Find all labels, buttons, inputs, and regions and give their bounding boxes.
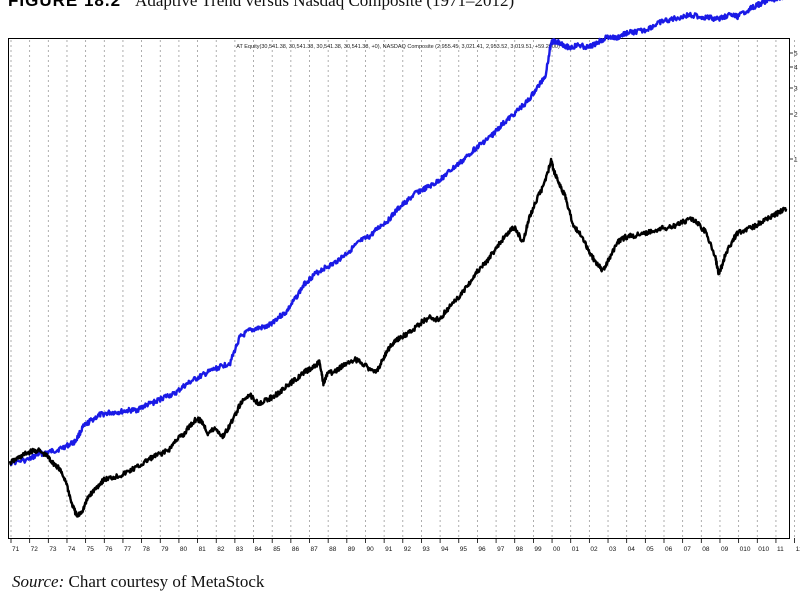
x-axis: 71 72 73 74 75 76 77 78 79 80 81 82 83 84 85 86 87 88 89 90… <box>10 538 800 553</box>
x-tick-label: 79 <box>161 546 169 553</box>
figure-caption: Adaptive Trend versus Nasdaq Composite (… <box>135 0 515 10</box>
x-tick-label: 91 <box>385 546 393 553</box>
x-tick-label: 88 <box>329 546 337 553</box>
chart-legend: AT Equity(30,541.38, 30,541.38, 30,541.3… <box>236 44 560 50</box>
line-chart: 71 72 73 74 75 76 77 78 79 80 81 82 83 84 85 86 87 88 89 90… <box>8 0 800 553</box>
x-tick-label: 73 <box>49 546 57 553</box>
x-tick-label: 09 <box>721 546 729 553</box>
x-tick-label: 94 <box>441 546 449 553</box>
x-tick-label: 76 <box>105 546 113 553</box>
x-tick-label: 010 <box>758 546 769 553</box>
x-tick-label: 74 <box>68 546 76 553</box>
chart-frame <box>8 38 790 539</box>
x-tick-label: 83 <box>236 546 244 553</box>
y-axis-labels: 5 4 3 2 1 <box>789 51 798 164</box>
y-tick-label: 2 <box>794 112 798 119</box>
x-tick-label: 97 <box>497 546 505 553</box>
x-tick-label: 81 <box>199 546 207 553</box>
x-tick-label: 01 <box>572 546 580 553</box>
x-tick-label: 11 <box>777 546 784 553</box>
x-tick-label: 82 <box>217 546 225 553</box>
series-line-black <box>8 157 788 518</box>
x-tick-label: 93 <box>422 546 430 553</box>
x-tick-label: 87 <box>311 546 319 553</box>
x-tick-label: 03 <box>609 546 617 553</box>
x-tick-label: 84 <box>255 546 263 553</box>
x-tick-label: 04 <box>628 546 636 553</box>
x-tick-label: 71 <box>12 546 20 553</box>
x-tick-label: 95 <box>460 546 468 553</box>
x-tick-label: 77 <box>124 546 132 553</box>
series-lines <box>8 0 788 518</box>
x-tick-label: 85 <box>273 546 281 553</box>
source-text: Chart courtesy of MetaStock <box>64 572 265 591</box>
x-tick-label: 99 <box>534 546 542 553</box>
x-tick-label: 00 <box>553 546 561 553</box>
x-tick-label: 06 <box>665 546 673 553</box>
x-tick-label: 92 <box>404 546 412 553</box>
x-tick-label: 98 <box>516 546 524 553</box>
x-tick-label: 12 <box>796 546 800 553</box>
series-line-blue <box>10 0 784 467</box>
x-tick-label: 72 <box>31 546 39 553</box>
source-credit: Source: Chart courtesy of MetaStock <box>12 572 264 592</box>
x-tick-label: 89 <box>348 546 356 553</box>
x-tick-label: 08 <box>702 546 710 553</box>
x-tick-label: 05 <box>646 546 654 553</box>
x-tick-label: 75 <box>87 546 95 553</box>
source-prefix: Source: <box>12 572 65 591</box>
figure-label: FIGURE 18.2 <box>8 0 122 10</box>
y-tick-label: 4 <box>794 65 798 72</box>
x-tick-label: 010 <box>740 546 751 553</box>
figure-title: FIGURE 18.2 Adaptive Trend versus Nasdaq … <box>8 0 792 15</box>
x-tick-label: 07 <box>684 546 692 553</box>
y-tick-label: 3 <box>794 86 798 93</box>
x-tick-label: 96 <box>478 546 486 553</box>
x-tick-label: 02 <box>590 546 598 553</box>
x-tick-label: 80 <box>180 546 188 553</box>
y-tick-label: 1 <box>794 157 798 164</box>
x-tick-label: 78 <box>143 546 151 553</box>
x-tick-label: 90 <box>366 546 374 553</box>
x-tick-label: 86 <box>292 546 300 553</box>
grid-lines <box>10 40 795 538</box>
y-tick-label: 5 <box>794 51 798 58</box>
